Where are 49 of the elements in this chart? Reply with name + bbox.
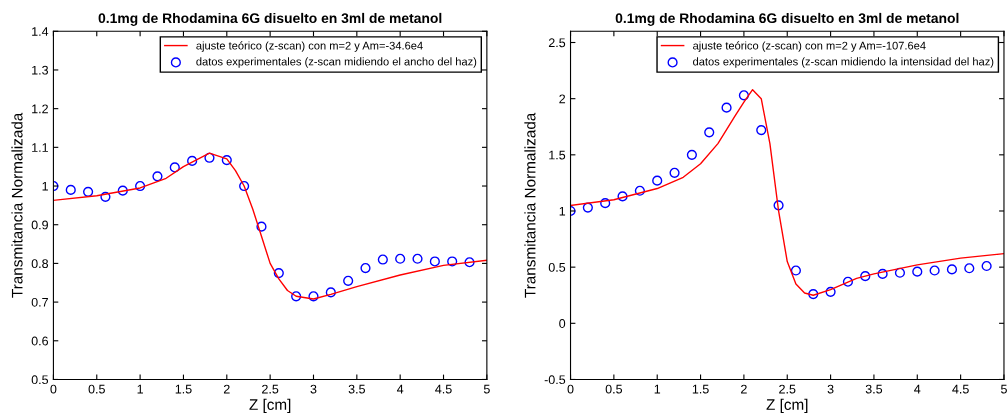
legend-label: ajuste teórico (z-scan) con m=2 y Am=-34.6e4 — [196, 41, 423, 52]
x-tick-label: 2 — [223, 384, 230, 394]
y-tick-label: -0.5 — [544, 375, 566, 385]
x-tick-label: 0.5 — [605, 384, 623, 394]
y-tick-label: 0 — [559, 319, 566, 328]
x-tick-label: 0 — [50, 384, 57, 394]
x-tick-label: 3 — [310, 384, 317, 394]
chart-title: 0.1mg de Rhodamina 6G disuelto en 3ml de metanol — [98, 12, 442, 26]
y-tick-label: 0.6 — [31, 336, 49, 346]
x-tick-label: 1.5 — [692, 384, 709, 394]
y-tick-label: 1.2 — [32, 104, 48, 114]
y-tick-label: 0.7 — [31, 297, 48, 307]
x-tick-label: 4 — [396, 384, 404, 394]
y-tick-label: 1.1 — [32, 143, 48, 152]
x-tick-label: 4 — [914, 384, 921, 394]
y-axis-title: Transmitancia Normalizada — [11, 112, 23, 298]
y-tick-label: 0.5 — [31, 375, 49, 385]
chart-title: 0.1mg de Rhodamina 6G disuelto en 3ml de metanol — [615, 12, 959, 26]
y-tick-label: 1 — [559, 206, 566, 216]
x-tick-label: 1 — [137, 384, 143, 394]
x-tick-label: 1 — [654, 384, 661, 394]
y-tick-label: 2 — [559, 94, 566, 104]
x-tick-label: 5 — [1000, 384, 1007, 394]
x-tick-label: 4.5 — [952, 384, 969, 394]
x-tick-label: 0 — [567, 384, 574, 394]
x-tick-label: 3.5 — [348, 384, 365, 394]
y-axis-title: Transmitancia Normalizada — [524, 112, 536, 298]
y-tick-label: 0.5 — [548, 262, 566, 272]
x-axis-title: Z [cm] — [249, 398, 291, 413]
x-tick-label: 2 — [741, 384, 747, 394]
y-tick-label: 0.9 — [31, 220, 48, 230]
x-tick-label: 5 — [483, 384, 490, 394]
x-tick-label: 0.5 — [88, 384, 105, 394]
legend-label: datos experimentales (z-scan midiendo la intensidad del haz) — [693, 57, 994, 68]
y-tick-label: 1.5 — [549, 150, 566, 160]
legend-label: ajuste teórico (z-scan) con m=2 y Am=-107.6e4 — [693, 41, 926, 52]
x-tick-label: 4.5 — [435, 384, 452, 394]
x-tick-label: 3.5 — [865, 384, 883, 394]
x-tick-label: 3 — [827, 384, 834, 394]
x-tick-label: 2.5 — [779, 384, 796, 394]
y-tick-label: 1.4 — [32, 27, 49, 36]
x-tick-label: 1.5 — [175, 384, 192, 394]
y-tick-label: 1 — [42, 181, 48, 191]
x-axis-title: Z [cm] — [766, 398, 808, 413]
y-tick-label: 1.3 — [32, 65, 49, 75]
legend-label: datos experimentales (z-scan midiendo el ancho del haz) — [196, 57, 477, 68]
y-tick-label: 0.8 — [31, 259, 49, 269]
y-tick-label: 2.5 — [548, 38, 566, 48]
x-tick-label: 2.5 — [262, 384, 279, 394]
